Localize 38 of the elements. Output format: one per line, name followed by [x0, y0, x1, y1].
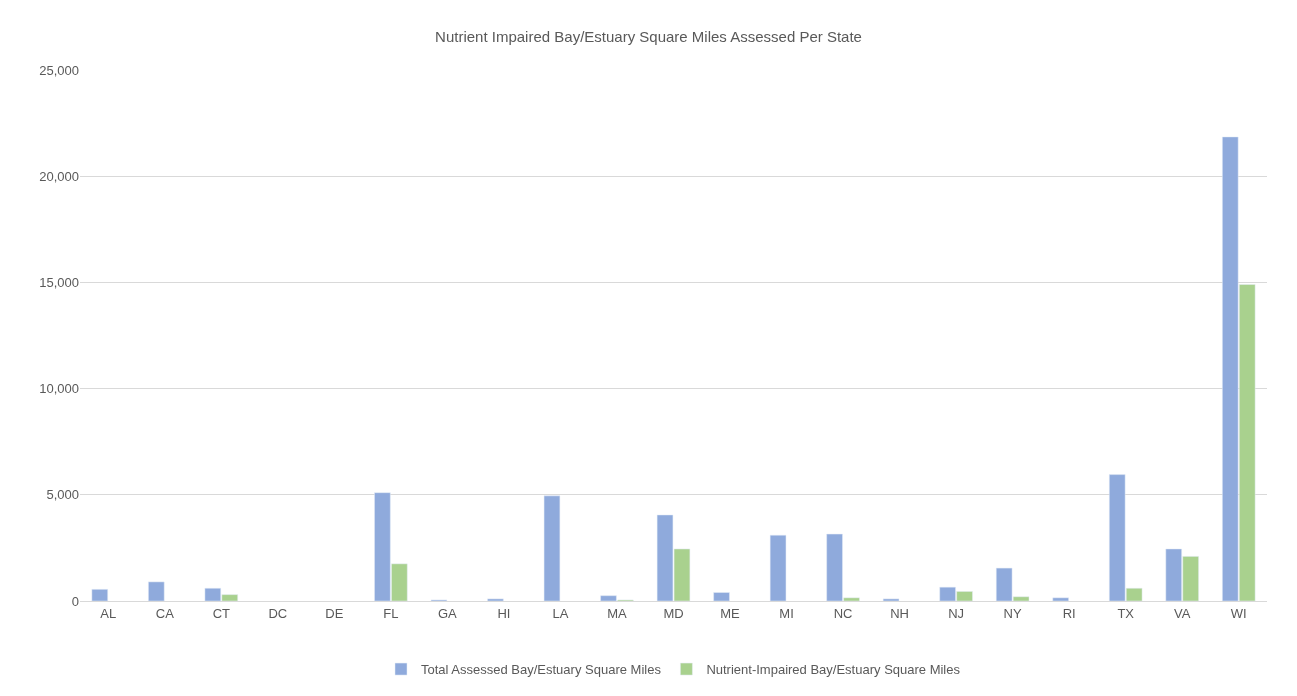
x-tick-label: CT [212, 605, 231, 621]
y-tick-label: 25,000 [39, 62, 79, 78]
x-tick-label: WI [1230, 605, 1247, 621]
x-tick-label: TX [1117, 605, 1135, 621]
bar [91, 589, 108, 601]
x-tick-label: FL [383, 605, 399, 621]
x-tick-label: MI [779, 605, 794, 621]
y-tick-label: 15,000 [39, 274, 79, 290]
y-tick-label: 20,000 [39, 168, 79, 184]
legend-label: Nutrient-Impaired Bay/Estuary Square Miles [706, 662, 961, 678]
x-tick-label: AL [100, 605, 117, 621]
x-tick-label: DC [268, 605, 288, 621]
x-tick-label: MD [663, 605, 684, 621]
bar [882, 598, 900, 601]
x-tick-label: NH [890, 605, 909, 621]
x-tick-label: NJ [948, 605, 965, 621]
y-tick-label: 5,000 [46, 487, 79, 503]
x-tick-label: NC [833, 605, 853, 621]
y-tick-label: 0 [71, 593, 79, 609]
x-tick-label: CA [155, 605, 175, 621]
x-tick-label: LA [552, 605, 569, 621]
x-tick-label: HI [497, 605, 511, 621]
y-tick-label: 10,000 [39, 381, 79, 397]
bar [769, 534, 787, 601]
x-tick-label: ME [720, 605, 741, 621]
legend-label: Total Assessed Bay/Estuary Square Miles [421, 662, 662, 678]
bar [487, 598, 504, 601]
bar [148, 581, 165, 601]
bar [543, 495, 561, 601]
x-tick-label: NY [1003, 605, 1022, 621]
bar [1052, 597, 1069, 601]
x-tick-label: VA [1174, 605, 1191, 621]
x-tick-label: MA [607, 605, 628, 621]
x-tick-label: DE [325, 605, 344, 621]
chart-title: Nutrient Impaired Bay/Estuary Square Miles Assessed Per State [435, 27, 862, 45]
x-tick-label: RI [1062, 605, 1076, 621]
x-tick-label: GA [438, 605, 458, 621]
bar [713, 592, 730, 601]
